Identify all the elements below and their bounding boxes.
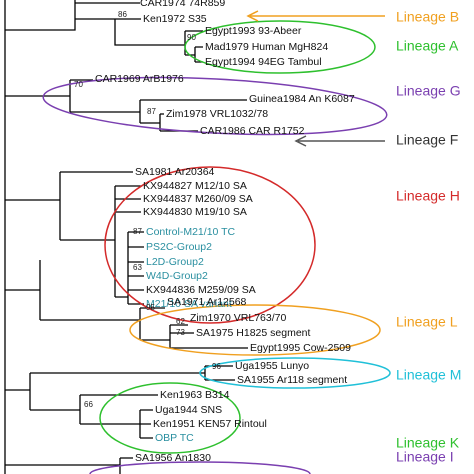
ellipse-k: [99, 382, 241, 454]
lineage-label: Lineage H: [396, 188, 460, 204]
leaf-label: Egypt1993 93-Abeer: [205, 25, 302, 37]
bootstrap-value: 66: [84, 400, 93, 409]
leaf-label: W4D-Group2: [146, 270, 208, 282]
bootstrap-value: 62: [176, 317, 185, 326]
leaf-label: Guinea1984 An K6087: [249, 93, 355, 105]
leaf-label: Egypt1994 94EG Tambul: [205, 56, 322, 68]
bootstrap-value: 73: [176, 328, 185, 337]
lineage-label: Lineage M: [396, 367, 461, 383]
leaf-label: KX944827 M12/10 SA: [143, 180, 247, 192]
ellipse-m: [199, 357, 391, 389]
bootstrap-value: 90: [187, 33, 196, 42]
leaf-label: Control-M21/10 TC: [146, 226, 236, 238]
leaf-label: SA1981 Ar20364: [135, 166, 215, 178]
bootstrap-value: 95: [146, 303, 155, 312]
leaf-label: Zim1970 VRL763/70: [190, 312, 286, 324]
leaf-label: Ken1951 KEN57 Rintoul: [153, 418, 267, 430]
ellipse-g: [42, 76, 388, 136]
leaf-label: SA1955 Ar118 segment: [237, 374, 347, 386]
bootstrap-value: 87: [147, 107, 156, 116]
arrow-b: [246, 10, 385, 22]
lineage-label: Lineage B: [396, 9, 459, 25]
lineage-label: Lineage A: [396, 38, 459, 54]
leaf-label: CAR1986 CAR R1752: [200, 125, 305, 137]
leaf-label: Uga1944 SNS: [155, 404, 222, 416]
leaf-label: SA1956 An1830: [135, 452, 211, 464]
leaf-label: KX944830 M19/10 SA: [143, 206, 247, 218]
bootstrap-value: 87: [133, 227, 142, 236]
ellipse-h: [104, 166, 316, 324]
leaf-label: SA1975 H1825 segment: [196, 327, 310, 339]
lineage-label: Lineage G: [396, 83, 461, 99]
leaf-label: CAR1969 ArB1976: [95, 73, 184, 85]
bootstrap-value: 63: [133, 263, 142, 272]
leaf-label: Mad1979 Human MgH824: [205, 41, 328, 53]
leaf-label: Uga1955 Lunyo: [235, 360, 309, 372]
lineage-label: Lineage K: [396, 435, 460, 451]
bootstrap-value: 70: [74, 80, 83, 89]
leaf-label: SA1971 Ar12568: [167, 296, 247, 308]
arrow-f: [294, 135, 385, 147]
leaf-label: L2D-Group2: [146, 256, 204, 268]
lineage-markers: [42, 10, 391, 474]
ellipse-i: [89, 461, 311, 474]
leaf-label: Egypt1995 Cow-2509: [250, 342, 351, 354]
bootstrap-value: 86: [118, 10, 127, 19]
ellipse-a: [184, 20, 376, 74]
lineage-label: Lineage L: [396, 314, 458, 330]
leaf-label: Zim1978 VRL1032/78: [166, 108, 268, 120]
leaf-label: Ken1972 S35: [143, 13, 207, 25]
leaf-label: KX944837 M260/09 SA: [143, 193, 253, 205]
leaf-label: PS2C-Group2: [146, 241, 212, 253]
bootstrap-value: 96: [212, 362, 221, 371]
leaf-label: OBP TC: [155, 432, 194, 444]
leaf-label: KX944836 M259/09 SA: [146, 284, 256, 296]
ellipse-l: [129, 304, 381, 356]
lineage-label: Lineage I: [396, 449, 454, 465]
leaf-label: CAR1974 74R859: [140, 0, 225, 9]
leaf-label: Ken1963 B314: [160, 389, 230, 401]
leaf-label: M21/10 SA variant: [146, 298, 232, 310]
lineage-label: Lineage F: [396, 132, 458, 148]
